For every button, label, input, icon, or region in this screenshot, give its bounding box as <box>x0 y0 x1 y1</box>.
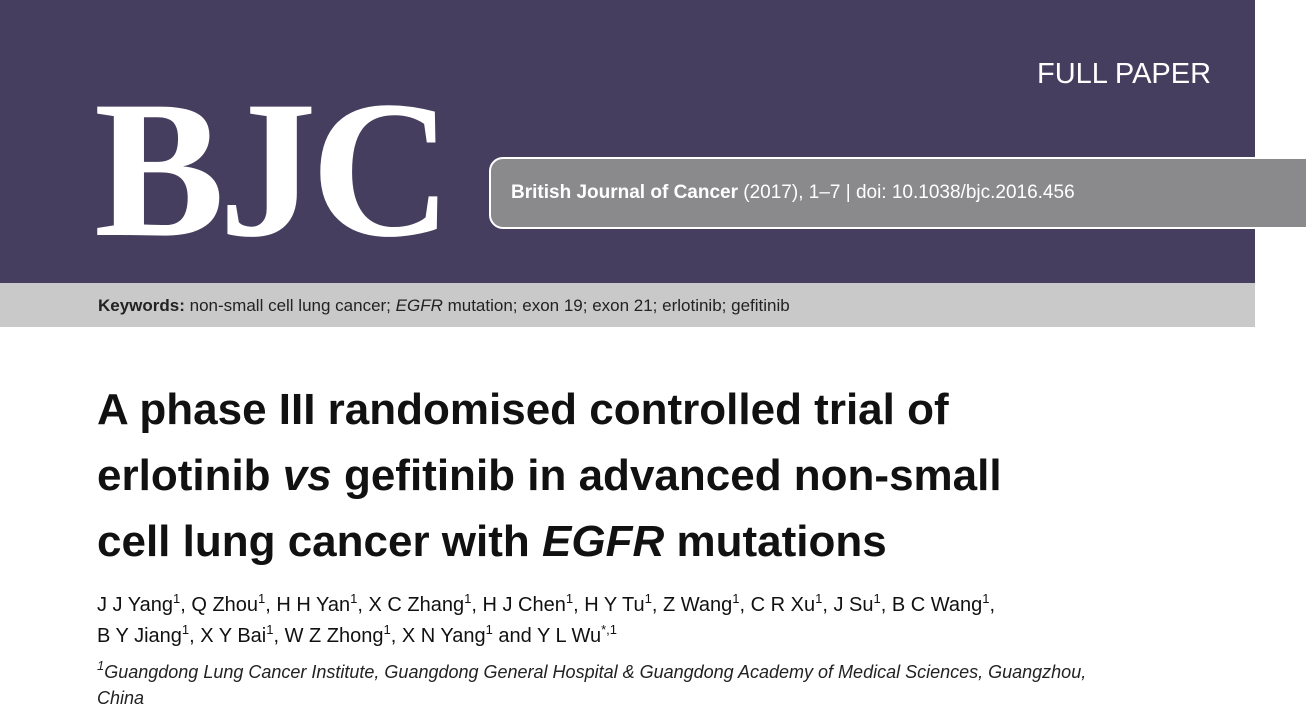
author-name: B C Wang <box>891 594 983 616</box>
author-affiliation: *,1 <box>601 622 618 637</box>
author-affiliation: 1 <box>383 622 391 637</box>
authors: J J Yang1, Q Zhou1, H H Yan1, X C Zhang1… <box>97 590 995 652</box>
author-name: J J Yang <box>97 594 173 616</box>
author-name: W Z Zhong <box>284 625 384 647</box>
author-name: Z Wang <box>663 594 733 616</box>
author-affiliation: 1 <box>350 591 358 606</box>
title-line: cell lung cancer with EGFR mutations <box>97 509 1002 575</box>
separator: , <box>390 625 402 647</box>
author-affiliation: 1 <box>644 591 652 606</box>
title-text: mutations <box>664 517 887 566</box>
author-name: H J Chen <box>482 594 566 616</box>
author-affiliation: 1 <box>815 591 823 606</box>
title-line: A phase III randomised controlled trial … <box>97 377 1002 443</box>
author-affiliation: 1 <box>181 622 190 637</box>
keywords-label: Keywords: <box>98 296 185 315</box>
author-name: X C Zhang <box>368 594 465 616</box>
keywords-text: EGFR <box>395 296 443 315</box>
separator: , <box>651 594 663 616</box>
journal: British Journal of Cancer <box>511 182 738 203</box>
keywords-bar: Keywords: non-small cell lung cancer; EG… <box>0 283 1255 327</box>
author-affiliation: 1 <box>732 591 740 606</box>
author-affiliation: 1 <box>485 622 493 637</box>
author-name: H H Yan <box>276 594 351 616</box>
conjunction: and <box>492 625 537 647</box>
separator: , <box>739 594 751 616</box>
author-affiliation: 1 <box>873 591 881 606</box>
separator: , <box>265 594 277 616</box>
title-text: vs <box>282 451 332 500</box>
keywords-text: mutation; exon 19; exon 21; erlotinib; g… <box>442 296 790 315</box>
separator: , <box>880 594 892 616</box>
title-text: gefitinib in advanced non-small <box>331 451 1002 500</box>
author-name: C R Xu <box>750 594 816 616</box>
citation-details: (2017), 1–7 | doi: 10.1038/bjc.2016.456 <box>738 182 1075 203</box>
separator: , <box>180 594 192 616</box>
separator: , <box>471 594 483 616</box>
separator: , <box>989 594 996 616</box>
separator: , <box>357 594 369 616</box>
author-name: J Su <box>833 594 874 616</box>
affiliation-line: 1Guangdong Lung Cancer Institute, Guangd… <box>97 659 1086 685</box>
title-text: cell lung cancer with <box>97 517 543 566</box>
separator: , <box>822 594 834 616</box>
affiliation-marker: 1 <box>97 658 105 673</box>
banner: BJC FULL PAPER British Journal of Cancer… <box>0 0 1306 283</box>
title-text: erlotinib <box>97 451 283 500</box>
author-name: B Y Jiang <box>97 625 182 647</box>
author-affiliation: 1 <box>172 591 181 606</box>
author-affiliation: 1 <box>565 591 574 606</box>
author-name: X N Yang <box>401 625 486 647</box>
author-affiliation: 1 <box>266 622 274 637</box>
citation: British Journal of Cancer (2017), 1–7 | … <box>511 182 1075 204</box>
separator: , <box>573 594 585 616</box>
author-name: X Y Bai <box>200 625 267 647</box>
logo: BJC <box>94 61 452 278</box>
article-type: FULL PAPER <box>1037 58 1212 90</box>
affiliation-line: China <box>97 685 1086 711</box>
keywords: Keywords: non-small cell lung cancer; EG… <box>98 296 790 316</box>
author-name: H Y Tu <box>584 594 645 616</box>
title-line: erlotinib vs gefitinib in advanced non-s… <box>97 443 1002 509</box>
title-text: A phase III randomised controlled trial … <box>97 385 949 434</box>
author-name: Q Zhou <box>191 594 259 616</box>
citation-box: British Journal of Cancer (2017), 1–7 | … <box>489 157 1306 229</box>
title-text: EGFR <box>542 517 665 566</box>
separator: , <box>273 625 285 647</box>
affiliation-text: Guangdong Lung Cancer Institute, Guangdo… <box>104 662 1087 682</box>
author-name: Y L Wu <box>537 625 602 647</box>
keywords-text: non-small cell lung cancer; <box>184 296 396 315</box>
author-affiliation: 1 <box>464 591 472 606</box>
separator: , <box>189 625 201 647</box>
affiliation: 1Guangdong Lung Cancer Institute, Guangd… <box>97 659 1086 711</box>
affiliation-text: China <box>97 688 145 708</box>
author-affiliation: 1 <box>982 591 990 606</box>
article-title: A phase III randomised controlled trial … <box>97 377 1002 575</box>
author-affiliation: 1 <box>258 591 266 606</box>
